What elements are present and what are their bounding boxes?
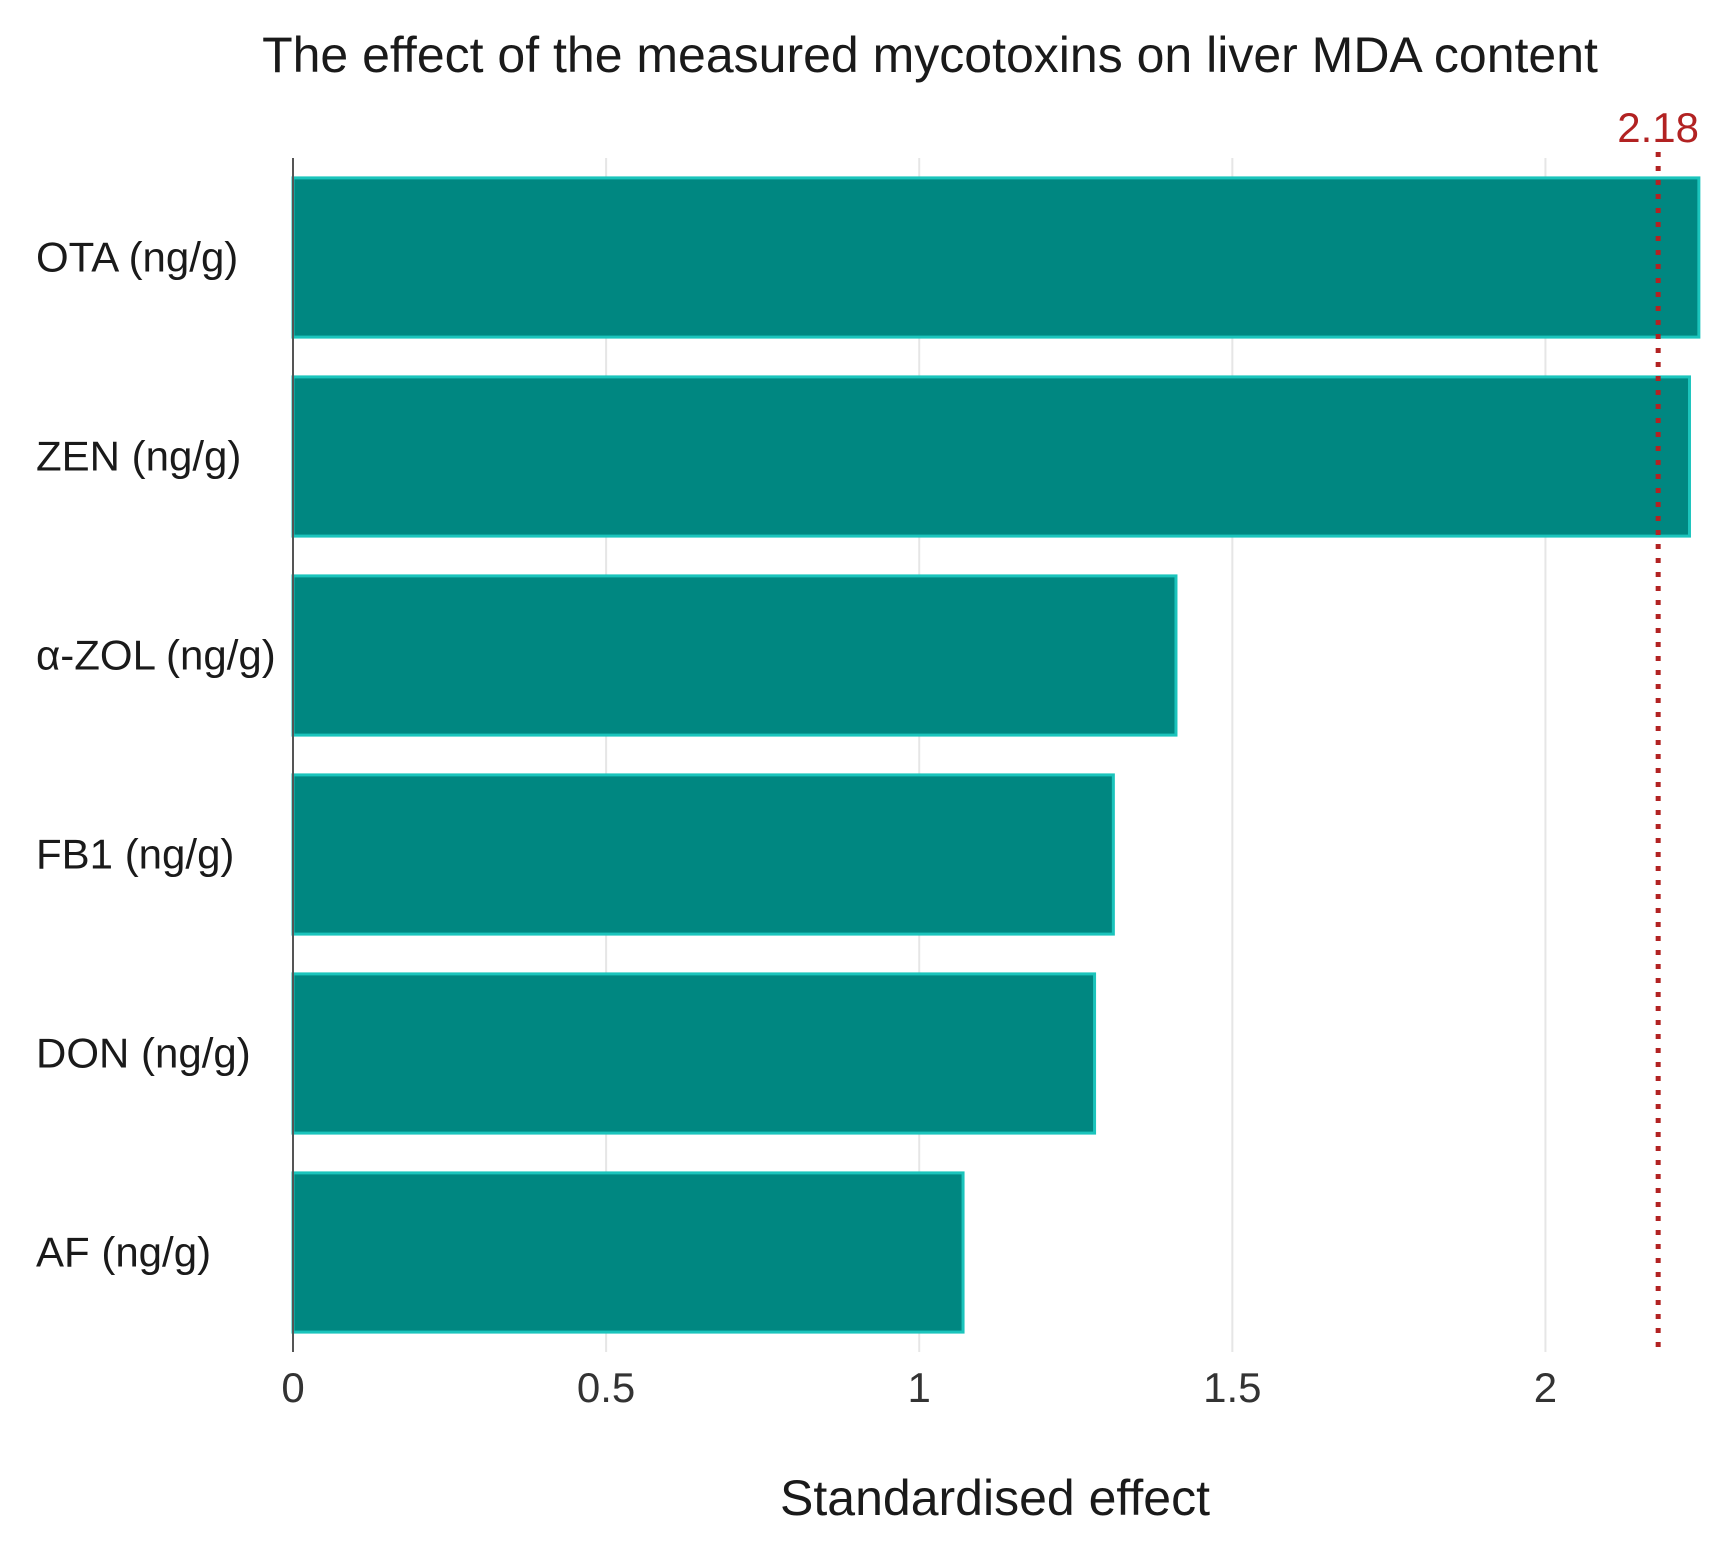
x-tick-label-2: 1 [908,1364,931,1411]
category-label-5: AF (ng/g) [36,1229,211,1276]
category-label-4: DON (ng/g) [36,1030,251,1077]
x-axis-title: Standardised effect [780,1470,1210,1526]
category-labels: OTA (ng/g) ZEN (ng/g) α-ZOL (ng/g) FB1 (ng/… [36,234,276,1276]
category-label-2: α-ZOL (ng/g) [36,632,276,679]
chart-title: The effect of the measured mycotoxins on… [262,27,1598,83]
reference-line-label: 2.18 [1617,104,1699,151]
category-label-0: OTA (ng/g) [36,234,238,281]
bar-0 [291,176,1701,339]
bar-3 [291,773,1115,936]
category-label-3: FB1 (ng/g) [36,831,234,878]
bars [291,176,1701,1334]
bar-2 [291,574,1178,737]
x-tick-label-3: 1.5 [1203,1364,1261,1411]
bar-4 [291,972,1097,1135]
reference-line-group: 2.18 [1617,104,1699,1352]
x-tick-label-4: 2 [1534,1364,1557,1411]
bar-1 [291,375,1691,538]
category-label-1: ZEN (ng/g) [36,433,241,480]
x-tick-labels: 0 0.5 1 1.5 2 [281,1364,1557,1411]
x-tick-label-1: 0.5 [577,1364,635,1411]
bar-5 [291,1171,965,1334]
x-tick-label-0: 0 [281,1364,304,1411]
